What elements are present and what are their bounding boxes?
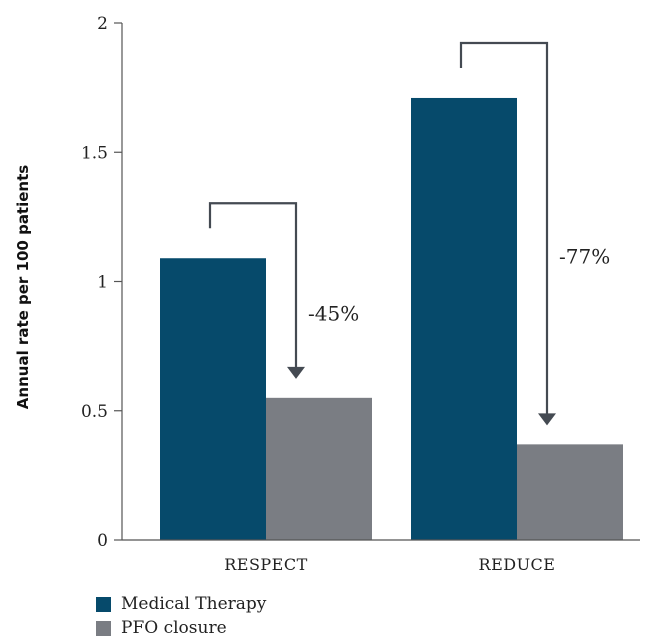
y-axis: 0 0.5 1 1.5 2	[81, 14, 123, 551]
bars	[160, 97, 623, 540]
y-tick-label: 0	[97, 531, 108, 551]
y-axis-title: Annual rate per 100 patients	[14, 165, 32, 409]
x-tick-label: RESPECT	[224, 555, 308, 574]
legend-swatch	[96, 596, 111, 612]
y-tick-label: 1	[97, 273, 108, 293]
bracket-arrow-line	[459, 41, 549, 415]
x-tick-label: REDUCE	[479, 555, 556, 574]
reduction-label: -77%	[559, 245, 610, 269]
legend-label: PFO closure	[121, 618, 227, 638]
y-tick-label: 1.5	[81, 143, 108, 163]
legend-swatch	[96, 620, 111, 636]
legend-item: PFO closure	[96, 616, 266, 640]
reduction-label: -45%	[308, 302, 359, 326]
y-tick-label: 2	[97, 14, 108, 34]
legend: Medical Therapy PFO closure	[96, 592, 266, 640]
annotations: -45% -77%	[208, 41, 610, 426]
arrow-head-icon	[287, 366, 305, 379]
bar-pfo-closure	[266, 397, 372, 540]
bar-pfo-closure	[517, 444, 623, 540]
legend-label: Medical Therapy	[121, 594, 267, 614]
bracket-arrow-line	[208, 202, 298, 368]
bar-medical-therapy	[411, 97, 517, 540]
bar-medical-therapy	[160, 258, 266, 540]
arrow-head-icon	[538, 413, 556, 426]
y-tick-label: 0.5	[81, 402, 108, 422]
legend-item: Medical Therapy	[96, 592, 266, 616]
x-axis: RESPECT REDUCE	[122, 539, 640, 574]
